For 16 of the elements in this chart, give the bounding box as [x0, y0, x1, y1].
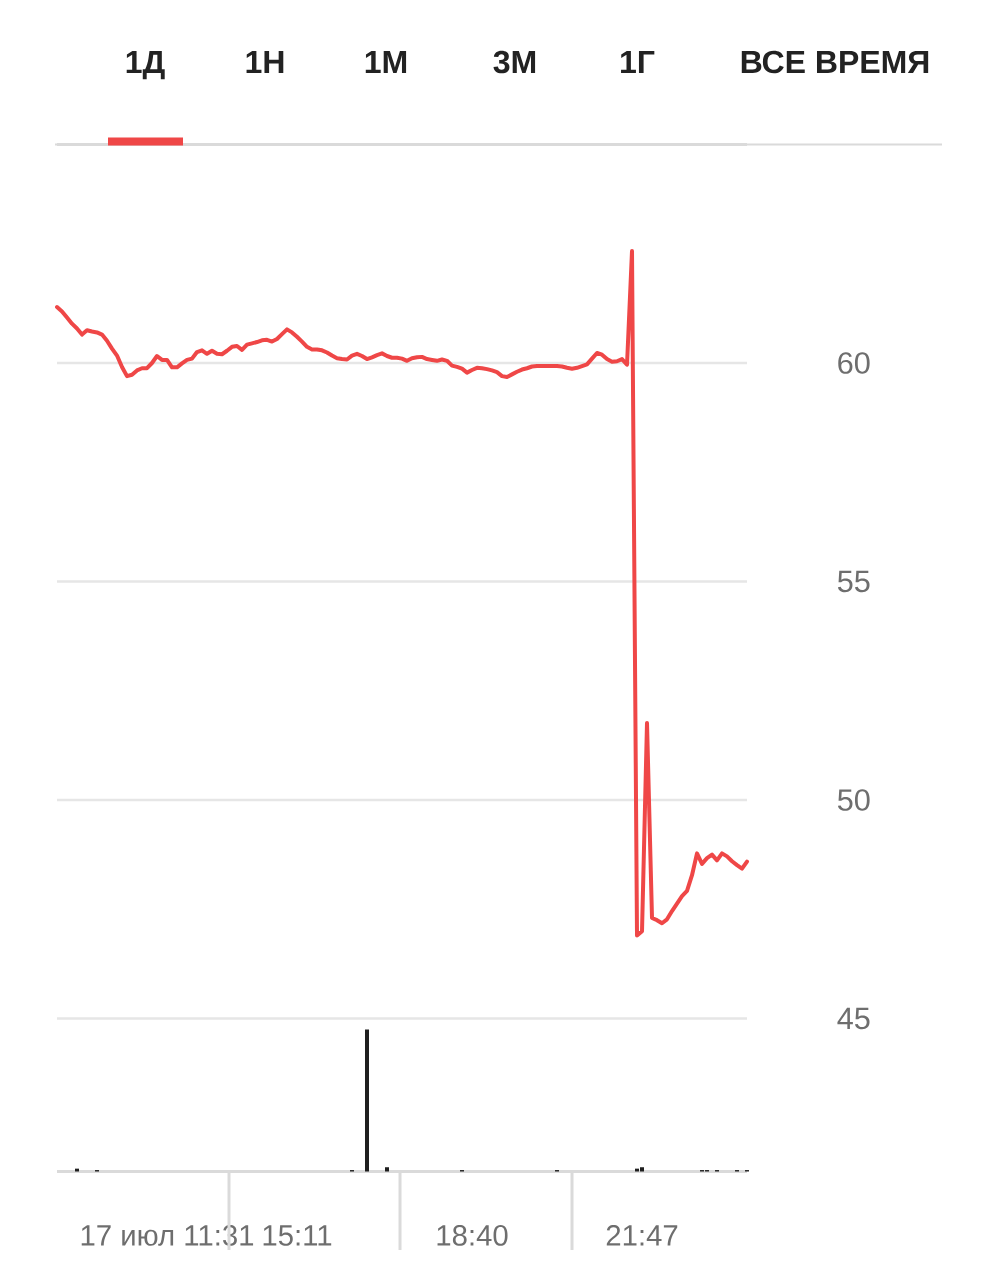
bar: [385, 1167, 389, 1172]
y-tick-label: 50: [837, 789, 870, 811]
text: 1Д: [126, 50, 165, 80]
text: 1М: [365, 50, 407, 73]
text: 1Г: [621, 50, 655, 73]
text: 1Н: [246, 50, 284, 73]
text: 3М: [493, 50, 536, 74]
x-tick-label: 21:47: [606, 1225, 678, 1246]
y-tick-label: 55: [837, 570, 870, 593]
y-tick-label: 60: [838, 352, 870, 374]
text: ВСЕ ВРЕМЯ: [741, 50, 929, 74]
y-tick-label: 45: [837, 1007, 870, 1030]
x-tick-label: 17 июл 11:31: [81, 1225, 254, 1246]
x-tick-label: 18:40: [437, 1225, 508, 1246]
bar: [365, 1029, 369, 1172]
x-tick-label: 15:11: [263, 1225, 332, 1246]
